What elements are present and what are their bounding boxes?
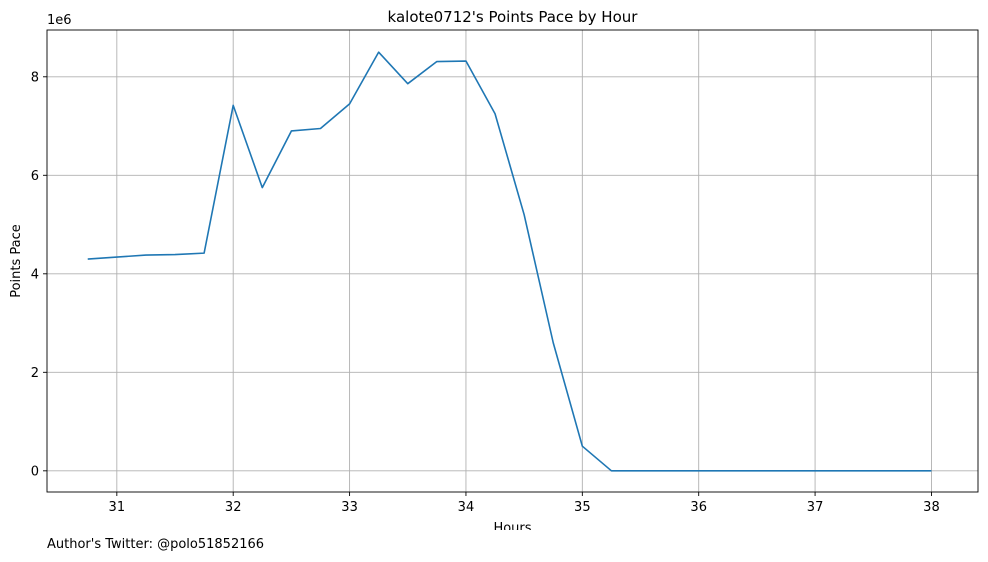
x-tick-label: 37 — [807, 500, 824, 515]
y-tick-label: 4 — [31, 267, 39, 282]
x-tick-label: 38 — [923, 500, 940, 515]
x-tick-label: 35 — [574, 500, 591, 515]
y-tick-label: 0 — [31, 464, 39, 479]
x-tick-label: 36 — [690, 500, 707, 515]
series-line — [87, 51, 932, 472]
x-tick-label: 31 — [109, 500, 126, 515]
y-tick-label: 8 — [31, 70, 39, 85]
x-tick-label: 32 — [225, 500, 242, 515]
x-axis-label: Hours — [493, 521, 531, 530]
y-axis-ticks: 0 2 4 6 8 — [31, 70, 47, 479]
x-tick-label: 34 — [458, 500, 475, 515]
y-tick-label: 6 — [31, 169, 39, 184]
author-note: Author's Twitter: @polo51852166 — [47, 537, 265, 552]
axes-frame — [46, 29, 979, 493]
line-chart: 31 32 33 34 35 36 37 38 0 2 4 6 8 kalote0712's Poin… — [9, 8, 979, 530]
y-tick-label: 2 — [31, 366, 39, 381]
grid-lines — [47, 30, 978, 492]
x-tick-label: 33 — [341, 500, 358, 515]
x-axis-ticks: 31 32 33 34 35 36 37 38 — [109, 492, 940, 515]
chart-title: kalote0712's Points Pace by Hour — [388, 8, 639, 26]
y-axis-label: Points Pace — [9, 224, 24, 298]
y-axis-offset-label: 1e6 — [47, 13, 72, 28]
